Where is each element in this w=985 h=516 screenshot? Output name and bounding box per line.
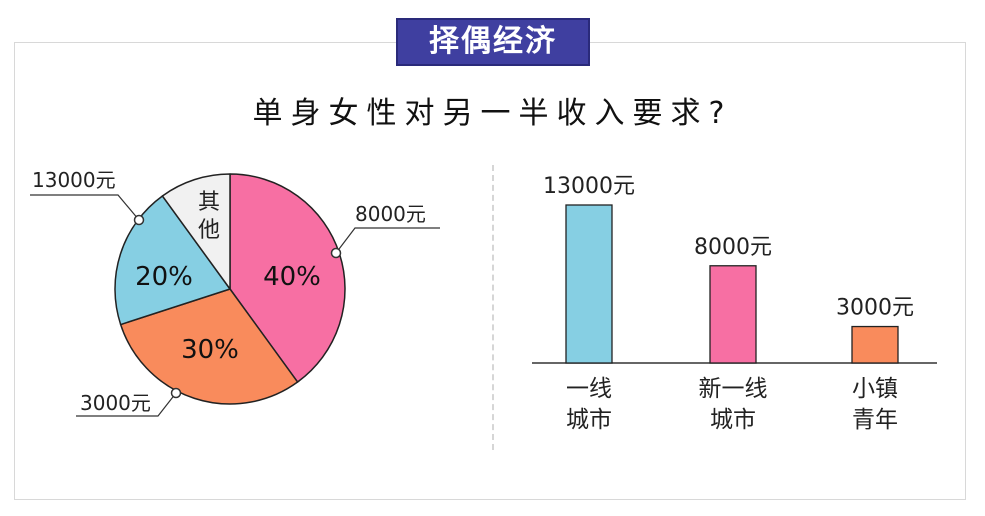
callout-dot	[330, 247, 342, 259]
pie-slice	[119, 288, 299, 405]
x-tick-label: 城市	[566, 407, 612, 433]
pie-slice	[114, 195, 231, 326]
callout-line	[30, 194, 140, 221]
x-tick-label: 青年	[852, 407, 898, 433]
chart-title: 单身女性对另一半收入要求?	[252, 96, 733, 131]
x-tick-label: 小镇	[852, 376, 898, 402]
chart-divider	[492, 165, 494, 450]
callout-line	[335, 227, 440, 254]
callout-label: 8000元	[355, 202, 426, 226]
pie-slice	[161, 173, 231, 290]
pie-slice-label: 30%	[181, 335, 239, 365]
bar-value-label: 3000元	[836, 296, 914, 321]
x-tick-label: 城市	[710, 407, 756, 433]
x-tick-label: 新一线	[699, 376, 768, 402]
callout-label: 3000元	[80, 391, 151, 415]
pie-slice-label: 他	[198, 218, 220, 243]
section-badge: 择偶经济	[396, 18, 590, 66]
callout-label: 13000元	[32, 168, 116, 192]
callout-dot	[170, 387, 182, 399]
bar-value-label: 13000元	[543, 174, 635, 199]
bar-value-label: 8000元	[694, 235, 772, 260]
pie-slice-label: 其	[198, 190, 220, 215]
bar	[851, 325, 899, 364]
bar	[565, 204, 613, 364]
pie-slice-label: 40%	[263, 262, 321, 292]
pie-slice-label: 20%	[135, 262, 193, 292]
callout-line	[76, 392, 177, 417]
callout-dot	[133, 214, 145, 226]
x-tick-label: 一线	[566, 376, 612, 402]
bar	[709, 265, 757, 364]
